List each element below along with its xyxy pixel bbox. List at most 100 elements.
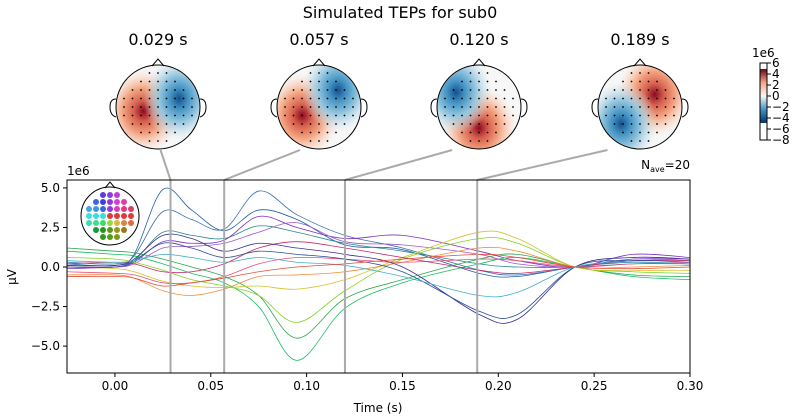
sensor-dot	[318, 131, 320, 134]
nose	[104, 181, 116, 189]
trace-line	[67, 190, 690, 276]
y-tick-label: −2.5	[31, 300, 60, 314]
sensor-dot	[86, 213, 92, 219]
sensor-dot	[664, 106, 667, 108]
trace-line	[67, 242, 690, 319]
sensor-dot	[512, 106, 514, 108]
sensor-dot	[486, 89, 489, 91]
sensor-dot	[165, 131, 168, 134]
sensor-dot	[93, 206, 99, 212]
x-tick-label: 0.00	[102, 379, 129, 393]
sensor-dot	[639, 140, 641, 142]
sensor-dot	[335, 97, 337, 100]
sensor-dot	[301, 123, 303, 125]
sensor-dot	[148, 123, 151, 125]
sensor-dot	[309, 131, 312, 134]
sensor-dot	[613, 89, 616, 91]
sensor-dot	[107, 234, 113, 240]
sensor-dot	[335, 131, 337, 134]
sensor-dot	[148, 97, 151, 100]
sensor-dot	[107, 206, 113, 212]
sensor-dot	[478, 72, 480, 74]
sensor-dot	[148, 106, 151, 108]
sensor-dot	[148, 131, 151, 134]
sensor-dot	[478, 123, 480, 125]
sensor-dot	[486, 140, 489, 142]
sensor-dot	[486, 80, 489, 83]
sensor-dot	[292, 106, 295, 108]
sensor-dot	[630, 123, 633, 125]
sensor-dot	[148, 114, 151, 117]
sensor-dot	[309, 80, 312, 83]
sensor-dot	[284, 114, 286, 117]
sensor-dot	[444, 106, 446, 108]
sensor-dot	[107, 227, 113, 233]
y-tick-label: 2.5	[41, 220, 60, 234]
sensor-dot	[86, 206, 92, 212]
trace-line	[67, 246, 690, 296]
colorbar-tick-label: 6	[772, 56, 780, 70]
sensor-dot	[309, 97, 312, 100]
sensor-dot	[613, 97, 616, 100]
sensor-dot	[469, 97, 472, 100]
sensor-dot	[309, 123, 312, 125]
trace-line	[67, 222, 690, 268]
y-tick-label: 5.0	[41, 181, 60, 195]
sensor-dot	[335, 89, 337, 91]
sensor-dot	[343, 89, 346, 91]
sensor-dot	[486, 123, 489, 125]
sensor-dot	[165, 89, 168, 91]
sensor-dot	[352, 97, 354, 100]
sensor-dot	[630, 97, 633, 100]
sensor-dot	[318, 114, 320, 117]
sensor-dot	[157, 131, 159, 134]
sensor-dot	[469, 131, 472, 134]
nose	[151, 58, 165, 67]
sensor-dot	[114, 220, 120, 226]
y-axis-label: µV	[5, 268, 19, 285]
sensor-dot	[495, 97, 497, 100]
head-outline	[115, 64, 201, 150]
sensor-dot	[93, 199, 99, 205]
sensor-dot	[639, 89, 641, 91]
topomap: 0.189 s	[591, 30, 689, 150]
topomap-time-label: 0.029 s	[128, 30, 187, 49]
sensor-dot	[100, 206, 106, 212]
trace-line	[67, 250, 690, 361]
connector-line	[223, 149, 301, 181]
sensor-dot	[123, 97, 125, 100]
sensor-dot	[605, 106, 607, 108]
trace-line	[67, 230, 690, 290]
sensor-dot	[165, 123, 168, 125]
sensor-dot	[613, 123, 616, 125]
sensor-dot	[639, 106, 641, 108]
sensor-dot	[114, 234, 120, 240]
sensor-dot	[486, 97, 489, 100]
topomap-field	[116, 65, 200, 149]
sensor-dot	[309, 89, 312, 91]
sensor-dot	[140, 80, 142, 83]
trace-line	[67, 253, 690, 298]
sensor-dot	[100, 227, 106, 233]
sensor-dot	[292, 114, 295, 117]
colorbar-tick-label: 2	[772, 78, 780, 92]
topomap: 0.029 s	[109, 30, 207, 150]
sensor-dot	[486, 106, 489, 108]
sensor-dot	[174, 97, 176, 100]
sensor-dot	[128, 213, 134, 219]
sensor-dot	[157, 114, 159, 117]
sensor-dot	[326, 97, 329, 100]
sensor-dot	[469, 89, 472, 91]
topomap: 0.057 s	[270, 30, 368, 150]
sensor-dot	[121, 220, 127, 226]
sensor-dot	[123, 114, 125, 117]
colorbar-tick-label: 0	[772, 89, 780, 103]
sensor-dot	[639, 114, 641, 117]
topomap-field	[598, 65, 682, 149]
sensor-dot	[461, 131, 463, 134]
sensor-dot	[174, 106, 176, 108]
sensor-dot	[452, 97, 455, 100]
sensor-dot	[647, 97, 650, 100]
topomap-time-label: 0.057 s	[289, 30, 348, 49]
